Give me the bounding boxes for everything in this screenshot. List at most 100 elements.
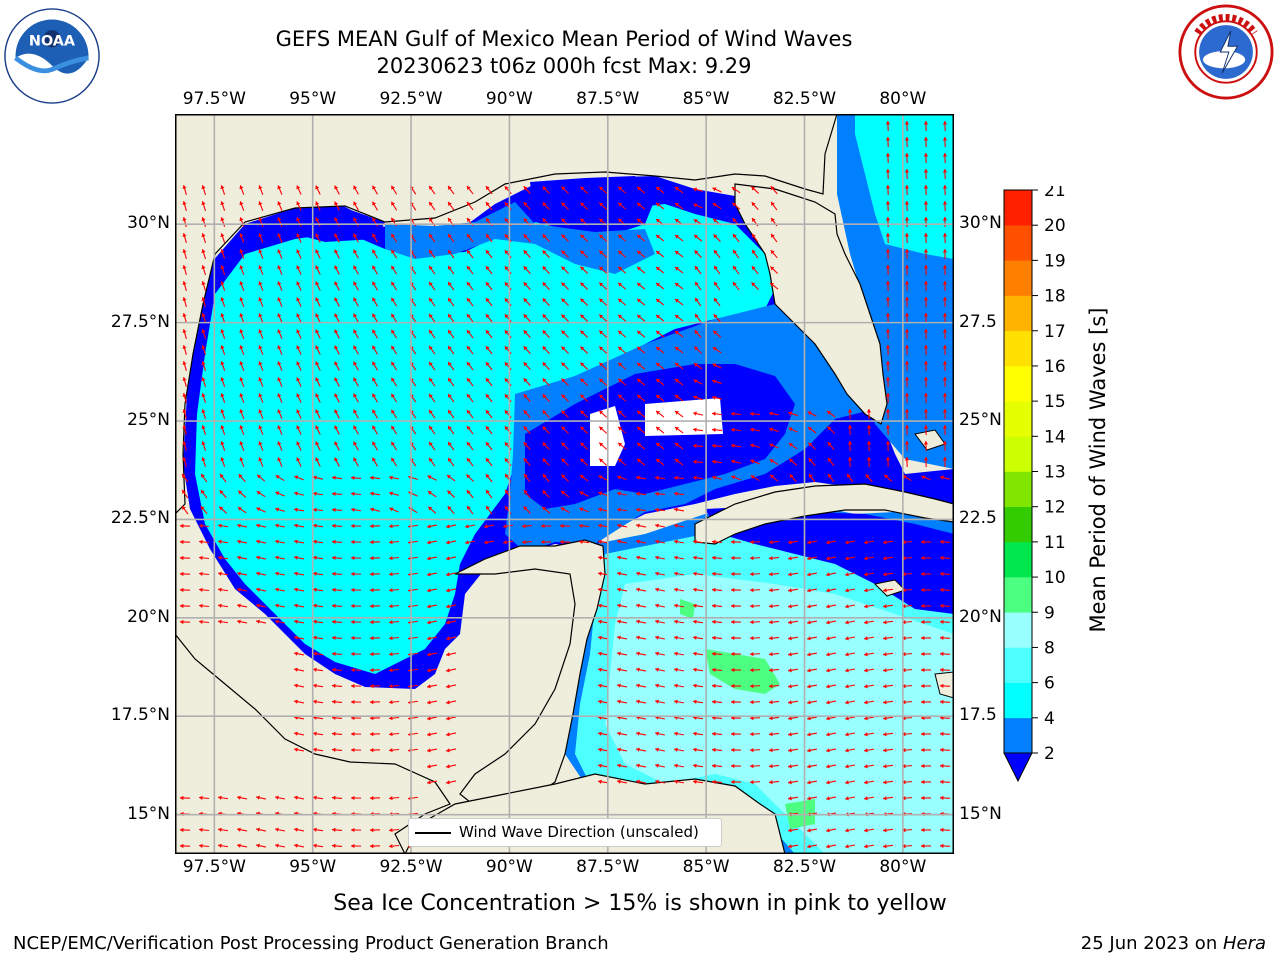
wave-arrow [369,667,381,673]
wave-arrow [219,489,227,499]
wave-arrow [331,539,343,544]
wave-arrow [201,377,207,387]
wave-arrow [239,345,245,355]
wave-arrow [904,184,910,196]
wave-arrow [293,507,305,512]
wave-arrow [616,523,628,528]
wave-arrow [939,667,951,673]
wave-arrow [239,297,245,307]
wave-arrow [428,201,436,211]
wave-arrow [350,539,362,545]
wave-arrow [844,636,856,641]
wave-arrow [635,491,647,496]
wave-arrow [296,185,302,195]
wave-arrow [220,393,226,403]
wave-arrow [542,345,550,355]
wave-arrow [312,587,324,592]
wave-arrow [579,202,589,210]
wave-arrow [561,330,569,338]
wave-arrow [445,556,457,561]
wave-arrow [655,234,665,242]
wave-arrow [350,843,362,849]
wave-arrow [579,234,589,242]
wave-arrow [787,780,799,785]
wave-arrow [598,458,608,466]
mexico-land-south [175,633,451,854]
wave-arrow [806,796,818,801]
wave-arrow [635,523,647,528]
wave-arrow [655,250,665,258]
wave-arrow [296,361,302,371]
wave-arrow [635,507,647,512]
wave-arrow [751,265,759,275]
wave-arrow [674,202,684,210]
wave-arrow [296,201,302,211]
wave-arrow [466,441,474,451]
wave-arrow [483,540,495,545]
wave-arrow [485,329,493,339]
wave-arrow [598,442,608,450]
wave-arrow [274,827,286,832]
wave-arrow [825,780,837,785]
wave-arrow [579,362,589,370]
wave-arrow [237,506,247,514]
wave-arrow [331,795,343,800]
wave-arrow [598,507,608,512]
wave-arrow [942,184,948,196]
wave-arrow [674,458,684,466]
wave-arrow [901,587,913,593]
wave-arrow [331,571,343,576]
wave-arrow [388,475,400,480]
lat-tick-right: 25°N [959,410,1002,431]
wave-arrow [597,699,609,704]
wave-arrow [179,571,191,577]
wave-arrow [617,314,627,322]
wave-arrow [617,442,627,450]
wave-arrow [673,779,685,784]
wave-arrow [389,507,399,513]
wave-arrow [597,555,609,560]
wave-arrow [863,764,875,769]
wave-arrow [768,572,780,577]
wave-arrow [730,603,742,609]
wave-arrow [447,457,455,467]
wave-arrow [882,540,894,545]
wave-arrow [464,524,476,529]
wave-arrow [201,249,207,259]
wave-arrow [923,312,929,324]
wave-arrow [825,748,837,753]
wave-arrow [485,505,493,515]
wave-arrow [694,313,702,323]
wave-arrow [904,440,910,452]
wave-arrow [942,120,948,132]
wave-arrow [730,555,742,561]
colorbar: 2 4 6 8 9 10 11 12 13 14 15 16 17 18 19 20 21 [1003,186,1066,783]
wave-arrow [236,827,248,832]
wave-arrow [598,491,608,497]
wave-arrow [201,329,207,339]
wave-arrow [523,473,531,483]
wave-arrow [485,249,493,259]
wave-arrow [788,458,798,466]
wave-arrow [768,684,780,689]
wave-arrow [388,844,400,849]
wave-arrow [692,651,704,656]
wave-arrow [296,249,302,259]
wave-arrow [882,604,894,609]
wave-arrow [315,329,321,339]
wave-arrow [255,827,267,832]
wave-arrow [711,683,723,689]
wave-arrow [201,265,207,275]
wave-arrow [863,588,875,593]
wave-arrow [655,330,665,338]
wave-arrow [540,523,552,529]
wave-arrow [673,507,685,512]
wave-arrow [598,346,608,354]
wave-arrow [806,604,818,609]
wave-arrow [466,233,474,243]
wave-arrow [825,796,837,801]
wave-arrow [350,651,362,657]
wave-arrow [312,571,324,576]
wave-arrow [371,265,379,275]
wave-arrow [713,313,721,323]
